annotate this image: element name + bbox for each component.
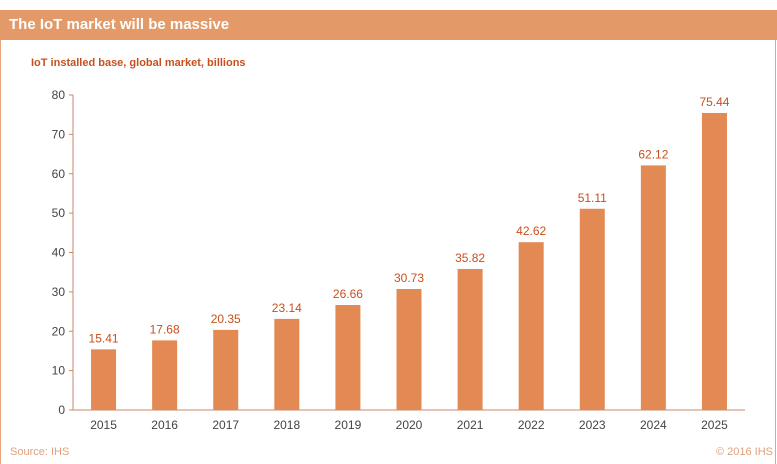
x-tick-label: 2023 (579, 418, 606, 432)
bar (579, 208, 605, 410)
source-note: Source: IHS (10, 446, 70, 458)
y-tick-label: 70 (52, 127, 66, 141)
data-label: 15.41 (89, 331, 119, 345)
data-label: 62.12 (638, 147, 668, 161)
data-label: 23.14 (272, 301, 302, 315)
y-tick-label: 60 (52, 167, 66, 181)
y-tick-label: 50 (52, 206, 66, 220)
bar (640, 165, 666, 410)
bar (91, 349, 117, 410)
bar (518, 242, 544, 410)
x-tick-label: 2016 (151, 418, 178, 432)
x-tick-label: 2020 (396, 418, 423, 432)
data-label: 26.66 (333, 287, 363, 301)
data-label: 75.44 (699, 95, 729, 109)
bar (152, 340, 178, 410)
x-tick-label: 2018 (273, 418, 300, 432)
x-tick-label: 2019 (335, 418, 362, 432)
bar (457, 268, 483, 410)
copyright-note: © 2016 IHS (715, 446, 773, 458)
bar (335, 305, 361, 410)
data-label: 30.73 (394, 271, 424, 285)
data-label: 17.68 (150, 322, 180, 336)
chart-subtitle: IoT installed base, global market, billi… (31, 57, 246, 69)
y-tick-label: 30 (52, 285, 66, 299)
y-tick-label: 0 (58, 403, 65, 417)
bar (274, 318, 300, 410)
data-label: 42.62 (516, 224, 546, 238)
x-tick-label: 2022 (518, 418, 545, 432)
y-tick-label: 40 (52, 246, 66, 260)
bar (701, 112, 727, 410)
x-tick-label: 2025 (701, 418, 728, 432)
data-label: 20.35 (211, 312, 241, 326)
data-label: 51.11 (578, 191, 607, 205)
bar (213, 329, 239, 410)
x-tick-label: 2024 (640, 418, 667, 432)
x-tick-label: 2021 (457, 418, 484, 432)
bar (396, 289, 422, 410)
y-tick-label: 80 (52, 88, 66, 102)
x-tick-label: 2017 (212, 418, 239, 432)
y-tick-label: 10 (52, 364, 66, 378)
header-title: The IoT market will be massive (9, 16, 230, 33)
y-tick-label: 20 (52, 324, 66, 338)
data-label: 35.82 (455, 251, 485, 265)
x-tick-label: 2015 (90, 418, 117, 432)
header-bar: The IoT market will be massive (0, 10, 777, 40)
